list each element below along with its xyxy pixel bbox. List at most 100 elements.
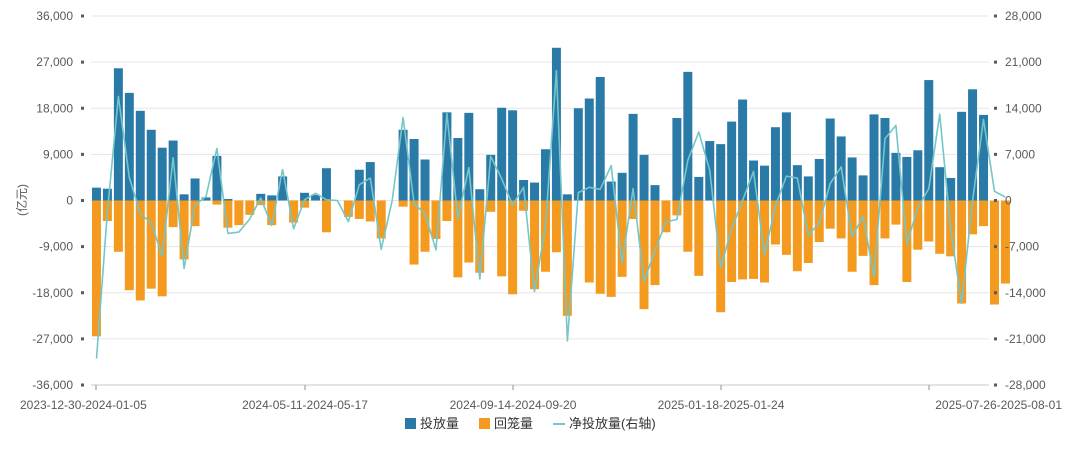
legend-label-injection: 投放量 <box>420 416 459 431</box>
withdrawal-bar <box>442 200 452 221</box>
injection-bar <box>573 108 583 201</box>
injection-bar <box>409 139 419 201</box>
axes: 36,000 28,000 27,000 21,000 18,000 14,000 9,00… <box>20 9 1062 412</box>
withdrawal-bar <box>595 200 605 294</box>
withdrawal-bar <box>223 200 233 228</box>
injection-bar <box>135 110 145 201</box>
legend-label-withdrawal: 回笼量 <box>494 416 533 431</box>
y-tick-label-right: -14,000 <box>1005 286 1046 300</box>
withdrawal-bar <box>234 200 244 226</box>
withdrawal-bar <box>979 200 989 227</box>
withdrawal-bar <box>957 200 967 304</box>
injection-bar <box>442 112 452 201</box>
injection-bar <box>146 129 156 201</box>
y-tick-mark-left <box>81 245 84 249</box>
withdrawal-bar <box>354 200 364 219</box>
y-tick-mark-right <box>994 337 997 341</box>
withdrawal-bar <box>584 200 594 283</box>
injection-bar <box>508 110 518 201</box>
y-tick-label-right: 28,000 <box>1005 9 1042 23</box>
withdrawal-bar <box>157 200 167 297</box>
withdrawal-bar <box>321 200 331 233</box>
injection-bar <box>968 89 978 201</box>
y-tick-label-left: -9,000 <box>39 240 73 254</box>
withdrawal-bar <box>716 200 726 313</box>
y-tick-label-left: -18,000 <box>32 286 73 300</box>
withdrawal-bar <box>409 200 419 265</box>
withdrawal-bar <box>924 200 934 242</box>
withdrawal-bar <box>168 200 178 228</box>
y-tick-mark-right <box>994 152 997 156</box>
withdrawal-bar <box>913 200 923 250</box>
withdrawal-bar <box>540 200 550 272</box>
withdrawal-bar <box>146 200 156 289</box>
injection-bar <box>869 114 879 201</box>
injection-bar <box>803 176 813 201</box>
withdrawal-bar <box>606 200 616 297</box>
withdrawal-bar <box>245 200 255 215</box>
y-tick-label-right: -7,000 <box>1005 240 1039 254</box>
withdrawal-bar <box>365 200 375 222</box>
withdrawal-bar <box>781 200 791 255</box>
y-tick-label-left: 9,000 <box>43 147 73 161</box>
withdrawal-bar <box>770 200 780 245</box>
withdrawal-bar <box>376 200 386 239</box>
injection-bar <box>760 165 769 201</box>
withdrawal-bar <box>519 200 529 211</box>
y-tick-label-right: -21,000 <box>1005 332 1046 346</box>
withdrawal-bar <box>694 200 704 276</box>
y-tick-label-left: 0 <box>66 194 73 208</box>
withdrawal-bar <box>661 200 671 233</box>
withdrawal-bar <box>113 200 123 252</box>
injection-bar <box>278 176 288 201</box>
withdrawal-bar <box>486 200 496 212</box>
y-tick-mark-right <box>994 383 997 387</box>
y-tick-mark-left <box>81 152 84 156</box>
injection-bar <box>398 129 408 201</box>
y-tick-mark-left <box>81 337 84 341</box>
withdrawal-bar <box>836 200 846 239</box>
withdrawal-bar <box>891 200 901 225</box>
y-tick-mark-left <box>81 199 84 202</box>
injection-bar <box>201 197 211 201</box>
injection-bar <box>540 149 550 201</box>
injection-bar <box>562 194 572 201</box>
withdrawal-bar <box>343 200 353 217</box>
y-tick-mark-right <box>994 60 997 64</box>
injection-bar <box>792 165 802 201</box>
withdrawal-bar <box>508 200 518 295</box>
injection-bar <box>551 47 561 201</box>
injection-bar <box>168 140 178 201</box>
withdrawal-bar <box>650 200 660 286</box>
injection-bar <box>727 121 737 201</box>
withdrawal-bar <box>179 200 189 260</box>
y-tick-label-left: -27,000 <box>32 332 73 346</box>
injection-bar <box>91 187 101 201</box>
injection-bar <box>453 137 463 201</box>
withdrawal-bar <box>1000 200 1010 284</box>
y-tick-label-right: -28,000 <box>1005 378 1046 392</box>
withdrawal-bar <box>869 200 879 286</box>
injection-bar <box>212 155 222 201</box>
y-tick-mark-left <box>81 60 84 64</box>
y-tick-mark-left <box>81 106 84 110</box>
y-tick-label-right: 14,000 <box>1005 101 1042 115</box>
legend-swatch-injection <box>405 418 416 429</box>
withdrawal-bar <box>464 200 474 263</box>
injection-bar <box>924 80 934 201</box>
legend-label-net: 净投放量(右轴) <box>569 416 656 431</box>
injection-bar <box>124 92 134 201</box>
injection-bars <box>91 47 989 201</box>
injection-bar <box>694 176 704 201</box>
x-tick-label: 2025-01-18-2025-01-24 <box>658 398 785 412</box>
injection-bar <box>584 98 594 201</box>
withdrawal-bar <box>760 200 769 283</box>
injection-bar <box>957 111 967 201</box>
withdrawal-bar <box>672 200 682 216</box>
injection-bar <box>157 147 167 201</box>
injection-bar <box>650 185 660 201</box>
injection-bar <box>300 192 310 201</box>
withdrawal-bar <box>683 200 693 252</box>
withdrawal-bar <box>91 200 101 337</box>
